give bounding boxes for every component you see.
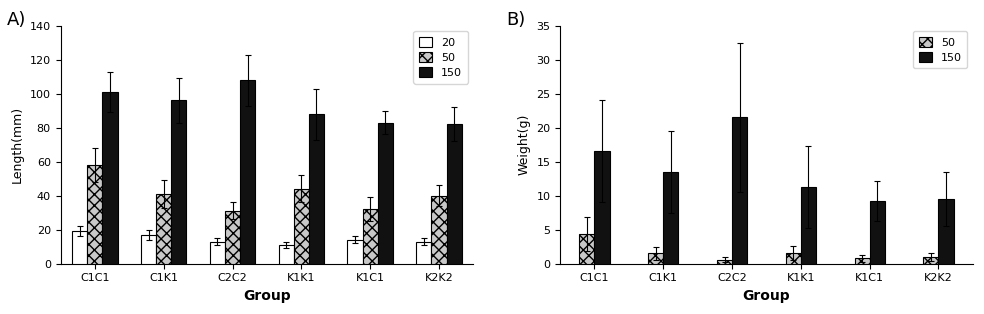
Bar [663,172,678,264]
Bar [854,258,870,264]
Y-axis label: Length(mm): Length(mm) [11,106,25,183]
Bar [240,80,255,264]
Bar [580,234,594,264]
Bar [156,194,171,264]
Bar [939,199,953,264]
Legend: 20, 50, 150: 20, 50, 150 [413,31,467,84]
Bar [362,209,378,264]
X-axis label: Group: Group [743,289,790,303]
Bar [171,100,186,264]
Text: B): B) [507,11,525,29]
Bar [378,122,393,264]
Bar [431,196,447,264]
Bar [786,253,801,264]
Text: A): A) [7,11,27,29]
Legend: 50, 150: 50, 150 [913,31,967,68]
Bar [102,92,118,264]
Bar [309,114,324,264]
Bar [732,117,747,264]
Bar [923,257,939,264]
Bar [278,245,294,264]
Y-axis label: Weight(g): Weight(g) [518,114,530,175]
Bar [447,124,461,264]
Bar [717,260,732,264]
Bar [594,151,610,264]
Bar [72,231,88,264]
Bar [294,189,309,264]
Bar [416,241,431,264]
Bar [347,240,362,264]
Bar [88,165,102,264]
Bar [801,187,816,264]
X-axis label: Group: Group [243,289,290,303]
Bar [225,211,240,264]
Bar [648,253,663,264]
Bar [870,201,885,264]
Bar [210,241,225,264]
Bar [141,235,156,264]
